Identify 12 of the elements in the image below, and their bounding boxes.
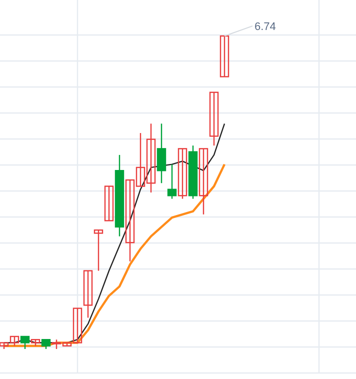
candlestick [20, 336, 30, 350]
candlestick [167, 164, 177, 200]
text: 6.74 [254, 21, 276, 33]
candlestick [220, 35, 230, 78]
candlestick [198, 148, 208, 216]
candlestick [178, 148, 188, 200]
candlestick [209, 92, 219, 146]
candlestick [83, 270, 93, 318]
candlestick [156, 123, 166, 184]
candlestick [94, 229, 104, 272]
candlestick [104, 186, 114, 222]
candlestick [41, 339, 51, 350]
